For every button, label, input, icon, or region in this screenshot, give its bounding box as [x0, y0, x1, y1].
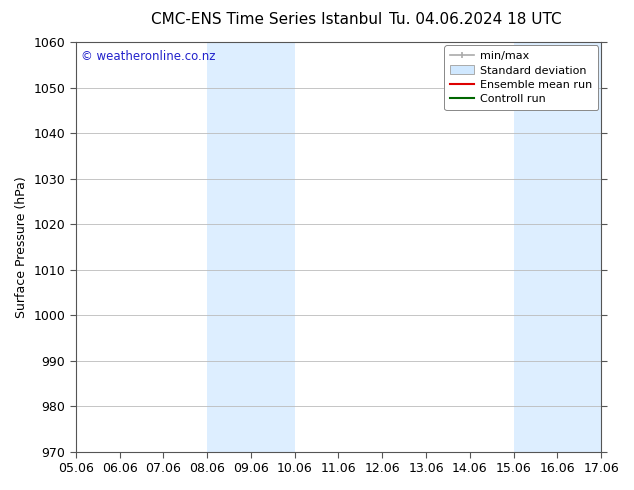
Bar — [514, 42, 601, 452]
Text: © weatheronline.co.nz: © weatheronline.co.nz — [81, 50, 216, 63]
Text: Tu. 04.06.2024 18 UTC: Tu. 04.06.2024 18 UTC — [389, 12, 562, 27]
Legend: min/max, Standard deviation, Ensemble mean run, Controll run: min/max, Standard deviation, Ensemble me… — [444, 46, 598, 110]
Bar — [207, 42, 295, 452]
Y-axis label: Surface Pressure (hPa): Surface Pressure (hPa) — [15, 176, 28, 318]
Text: CMC-ENS Time Series Istanbul: CMC-ENS Time Series Istanbul — [151, 12, 382, 27]
